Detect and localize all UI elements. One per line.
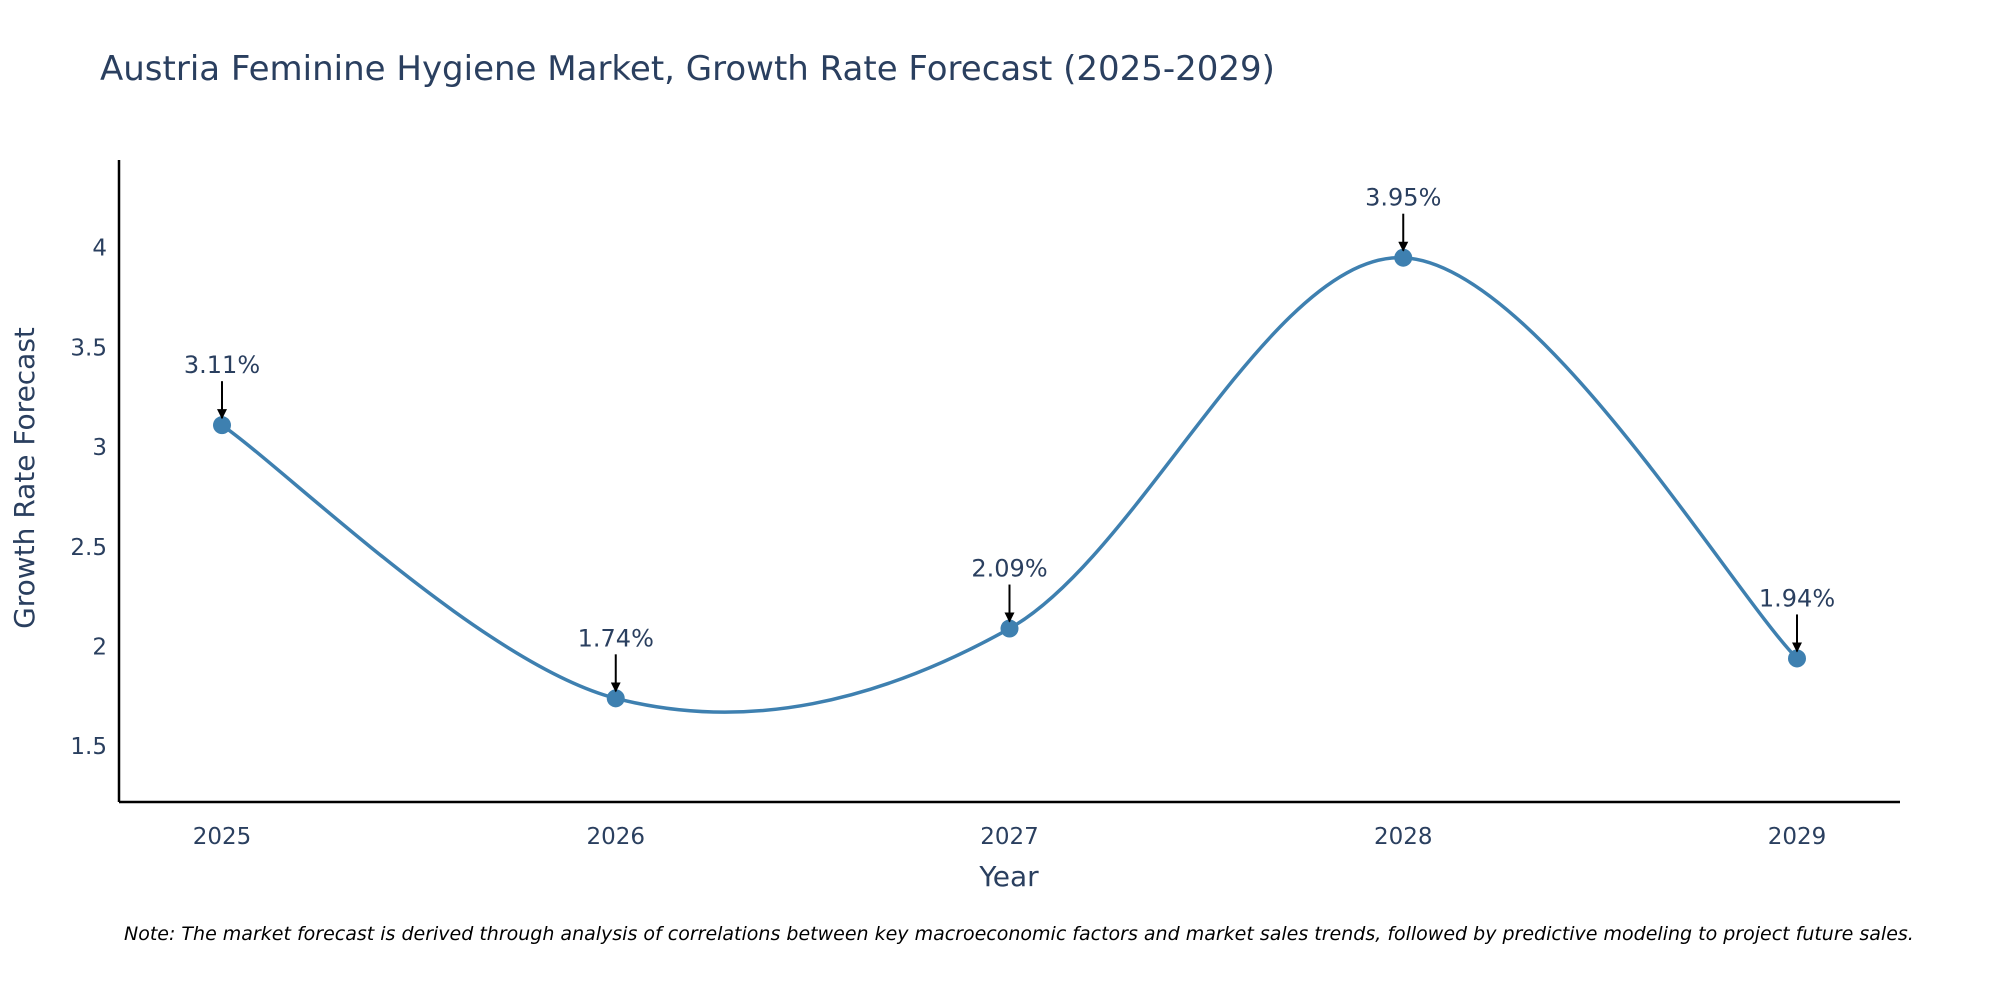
data-point-2027 [1000, 619, 1019, 638]
x-tick-label: 2027 [980, 824, 1039, 850]
x-tick-label: 2029 [1768, 824, 1827, 850]
x-axis: 2025 2026 2027 2028 2029 [119, 800, 1900, 850]
x-tick-label: 2028 [1374, 824, 1433, 850]
y-tick-label: 2.5 [70, 535, 107, 561]
chart-title: Austria Feminine Hygiene Market, Growth … [100, 49, 1275, 89]
series-line [221, 255, 1799, 714]
chart-note: Note: The market forecast is derived thr… [124, 923, 1914, 945]
y-axis: 1.5 2 2.5 3 3.5 4 [70, 160, 121, 802]
x-axis-title: Year [978, 860, 1039, 893]
data-labels: 3.11% 1.74% 2.09% 3.95% 1.94% [184, 184, 1835, 693]
data-label-2025: 3.11% [184, 351, 260, 379]
y-tick-label: 3.5 [70, 335, 107, 361]
data-label-2028: 3.95% [1365, 184, 1441, 212]
series-growth-rate [213, 248, 1806, 714]
data-point-2025 [213, 416, 231, 435]
x-tick-label: 2026 [586, 824, 645, 850]
x-tick-label: 2025 [193, 824, 252, 850]
y-tick-label: 1.5 [70, 734, 107, 760]
y-tick-label: 2 [92, 634, 107, 660]
y-axis-title: Growth Rate Forecast [8, 327, 41, 629]
data-label-2026: 1.74% [578, 624, 654, 652]
data-point-2029 [1788, 649, 1806, 668]
data-point-2026 [606, 689, 625, 708]
y-tick-label: 4 [92, 236, 107, 262]
data-point-2028 [1394, 248, 1413, 267]
data-label-2027: 2.09% [971, 555, 1047, 583]
y-tick-label: 3 [92, 435, 107, 461]
data-label-2029: 1.94% [1759, 584, 1835, 612]
